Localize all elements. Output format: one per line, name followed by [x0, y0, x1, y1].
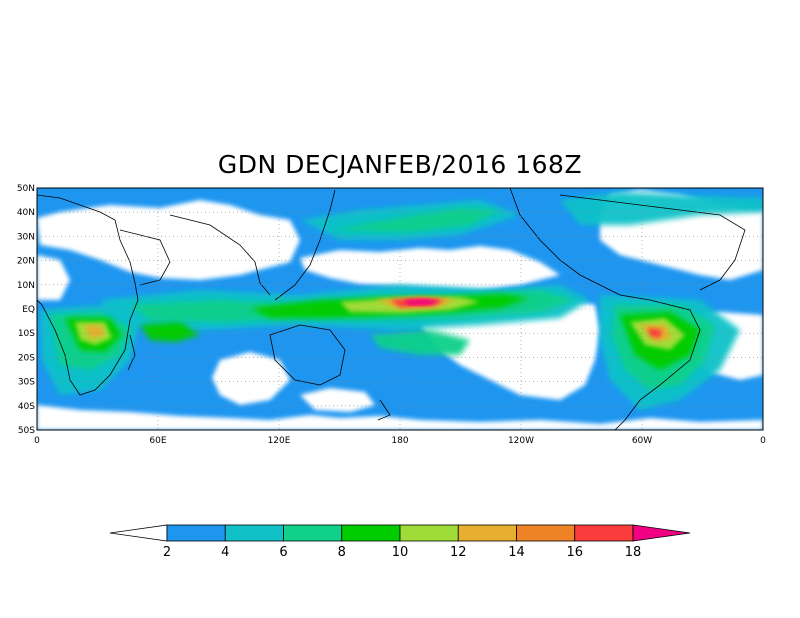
- lat-label: EQ: [22, 305, 35, 315]
- colorbar-swatch: [516, 524, 576, 542]
- colorbar-label: 10: [392, 545, 409, 560]
- colorbar-label: 2: [163, 545, 171, 560]
- lon-label: 60W: [632, 436, 652, 446]
- colorbar-label: 16: [566, 545, 583, 560]
- lon-label: 180: [391, 436, 408, 446]
- map-title: GDN DECJANFEB/2016 168Z: [217, 150, 583, 179]
- lat-label: 30N: [17, 232, 35, 242]
- colorbar-label: 14: [508, 545, 525, 560]
- lat-label: 10N: [17, 281, 35, 291]
- lat-label: 40N: [17, 208, 35, 218]
- colorbar-swatch: [574, 524, 634, 542]
- colorbar-min-arrow: [109, 524, 168, 542]
- colorbar: 2 4 6 8 10 12 14 16 18: [109, 524, 691, 560]
- lat-label: 50N: [17, 184, 35, 194]
- lat-label: 30S: [18, 378, 35, 388]
- lat-label: 40S: [18, 402, 35, 412]
- lon-label: 60E: [149, 436, 166, 446]
- longitude-labels: 0 60E 120E 180 120W 60W 0: [34, 436, 766, 446]
- colorbar-label: 4: [221, 545, 229, 560]
- colorbar-label: 8: [338, 545, 346, 560]
- colorbar-swatch: [224, 524, 284, 542]
- lat-label: 20S: [18, 353, 35, 363]
- lon-label: 0: [34, 436, 40, 446]
- colorbar-swatch: [457, 524, 517, 542]
- colorbar-swatch: [166, 524, 226, 542]
- lon-label: 120W: [508, 436, 534, 446]
- lat-label: 20N: [17, 257, 35, 267]
- colorbar-label: 12: [450, 545, 467, 560]
- map-grid: [37, 188, 763, 430]
- colorbar-swatch: [341, 524, 401, 542]
- colorbar-max-arrow: [632, 524, 691, 542]
- colorbar-label: 6: [279, 545, 287, 560]
- lat-label: 50S: [18, 426, 35, 436]
- lon-label: 120E: [268, 436, 291, 446]
- lat-label: 10S: [18, 329, 35, 339]
- colorbar-swatch: [283, 524, 343, 542]
- latitude-labels: 50N 40N 30N 20N 10N EQ 10S 20S 30S 40S 50S: [17, 184, 35, 436]
- colorbar-label: 18: [625, 545, 642, 560]
- coastlines: [37, 188, 746, 430]
- lon-label: 0: [760, 436, 766, 446]
- colorbar-swatch: [399, 524, 459, 542]
- map-frame: [36, 187, 764, 431]
